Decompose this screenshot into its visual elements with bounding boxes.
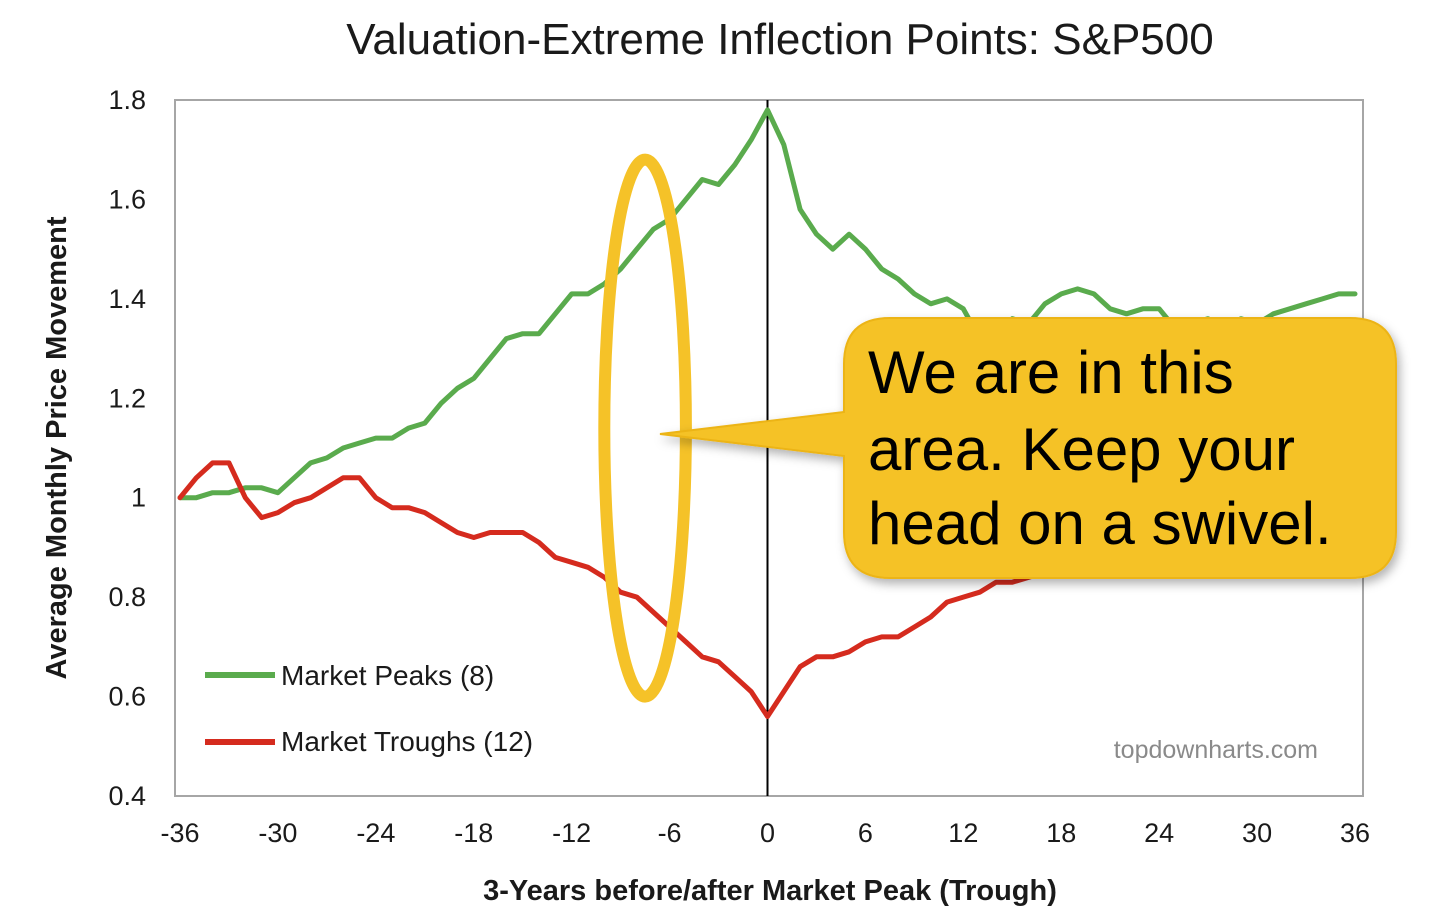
legend-label-market-troughs: Market Troughs (12) [281, 726, 533, 757]
y-tick-label: 1.2 [108, 383, 146, 413]
x-tick-label: 24 [1144, 818, 1174, 848]
y-tick-label: 1 [131, 483, 146, 513]
callout-line-3: head on a swivel. [868, 490, 1332, 557]
y-axis-label: Average Monthly Price Movement [41, 216, 73, 679]
x-tick-label: 18 [1046, 818, 1076, 848]
x-tick-label: 12 [948, 818, 978, 848]
callout-line-1: We are in this [868, 339, 1234, 406]
y-tick-label: 1.4 [108, 284, 146, 314]
x-tick-label: 0 [760, 818, 775, 848]
y-tick-label: 0.8 [108, 582, 146, 612]
y-tick-label: 0.6 [108, 682, 146, 712]
x-axis-label: 3-Years before/after Market Peak (Trough… [483, 875, 1057, 907]
y-axis-ticks: 1.8 1.6 1.4 1.2 1 0.8 0.6 0.4 [108, 85, 146, 811]
callout-box [659, 317, 1397, 579]
x-axis-ticks: -36 -30 -24 -18 -12 -6 0 6 12 18 24 30 36 [160, 818, 1370, 848]
x-tick-label: 6 [858, 818, 873, 848]
y-tick-label: 1.6 [108, 184, 146, 214]
highlight-ellipse [598, 153, 692, 703]
x-tick-label: -36 [160, 818, 199, 848]
callout-line-2: area. Keep your [868, 416, 1295, 483]
y-tick-label: 0.4 [108, 781, 146, 811]
source-label: topdownharts.com [1114, 736, 1318, 764]
chart-title: Valuation-Extreme Inflection Points: S&P… [346, 15, 1213, 64]
x-tick-label: -24 [356, 818, 395, 848]
x-tick-label: -18 [454, 818, 493, 848]
y-tick-label: 1.8 [108, 85, 146, 115]
x-tick-label: -30 [258, 818, 297, 848]
x-tick-label: -12 [552, 818, 591, 848]
x-tick-label: 30 [1242, 818, 1272, 848]
legend-label-market-peaks: Market Peaks (8) [281, 660, 494, 691]
x-tick-label: -6 [658, 818, 682, 848]
series-line-market-peaks [177, 107, 1358, 501]
legend: Market Peaks (8) Market Troughs (12) [205, 660, 533, 757]
x-tick-label: 36 [1340, 818, 1370, 848]
